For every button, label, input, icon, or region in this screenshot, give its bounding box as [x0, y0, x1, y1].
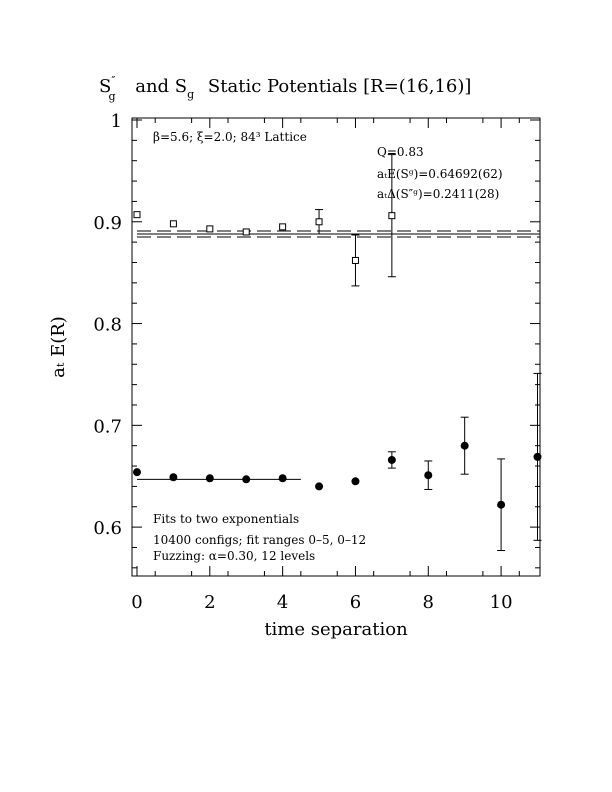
axis-ticks: 0 2 4 6 8 10 0.6 0.7 0.8 0.9 1 — [93, 111, 540, 613]
title-and: and S — [135, 76, 187, 97]
x-tick-label: 0 — [131, 592, 142, 613]
y-tick-label: 0.8 — [93, 315, 122, 336]
x-tick-label: 2 — [204, 592, 215, 613]
title-rest: Static Potentials [R=(16,16)] — [208, 76, 471, 97]
annotation-fit-2: 10400 configs; fit ranges 0–5, 0–12 — [153, 533, 366, 547]
y-tick-label: 0.6 — [93, 518, 122, 539]
fit-lines — [137, 230, 540, 480]
annotation-q: Q=0.83 — [377, 145, 424, 159]
data-point-circle — [497, 500, 506, 509]
annotation-energy: aₜE(Sᵍ)=0.64692(62) — [377, 167, 503, 181]
title-s: S — [99, 76, 111, 97]
plot-frame — [131, 117, 541, 577]
x-tick-label: 6 — [350, 592, 361, 613]
data-point-circle — [460, 441, 469, 450]
x-axis-label: time separation — [264, 619, 408, 640]
data-point-circle — [205, 474, 214, 483]
data-point-circle — [278, 474, 287, 483]
x-tick-label: 4 — [277, 592, 288, 613]
title-s-sup: ″ — [111, 74, 115, 87]
data-point-circle — [315, 482, 324, 491]
annotation-delta: aₜΔ(S″ᵍ)=0.2411(28) — [377, 187, 499, 201]
x-tick-label: 8 — [423, 592, 434, 613]
chart-title: S″ g and Sg Static Potentials [R=(16,16)] — [99, 74, 471, 105]
annotation-fit-1: Fits to two exponentials — [153, 512, 299, 526]
data-point-square — [388, 212, 396, 220]
data-point-circle — [133, 468, 141, 477]
title-and-sub: g — [187, 88, 194, 101]
data-point-square — [351, 256, 359, 264]
data-point-square — [206, 225, 214, 233]
data-point-circle — [242, 475, 251, 484]
y-tick-label: 1 — [111, 111, 122, 132]
y-axis-label: aₜ E(R) — [48, 316, 69, 378]
title-s-sub: g — [108, 90, 115, 103]
data-points — [133, 154, 542, 552]
annotation-fit-3: Fuzzing: α=0.30, 12 levels — [153, 549, 315, 563]
data-point-square — [279, 223, 287, 231]
data-point-circle — [351, 477, 360, 486]
data-point-circle — [169, 473, 178, 482]
data-point-square — [242, 228, 250, 236]
data-point-square — [169, 220, 177, 228]
x-tick-label: 10 — [490, 592, 513, 613]
data-point-square — [315, 218, 323, 226]
data-point-circle — [424, 471, 433, 480]
data-point-circle — [387, 455, 396, 464]
y-tick-label: 0.9 — [93, 213, 122, 234]
annotation-lattice: β=5.6; ξ=2.0; 84³ Lattice — [153, 130, 307, 144]
data-point-circle — [533, 452, 542, 461]
y-tick-label: 0.7 — [93, 416, 122, 437]
data-point-square — [133, 211, 141, 219]
